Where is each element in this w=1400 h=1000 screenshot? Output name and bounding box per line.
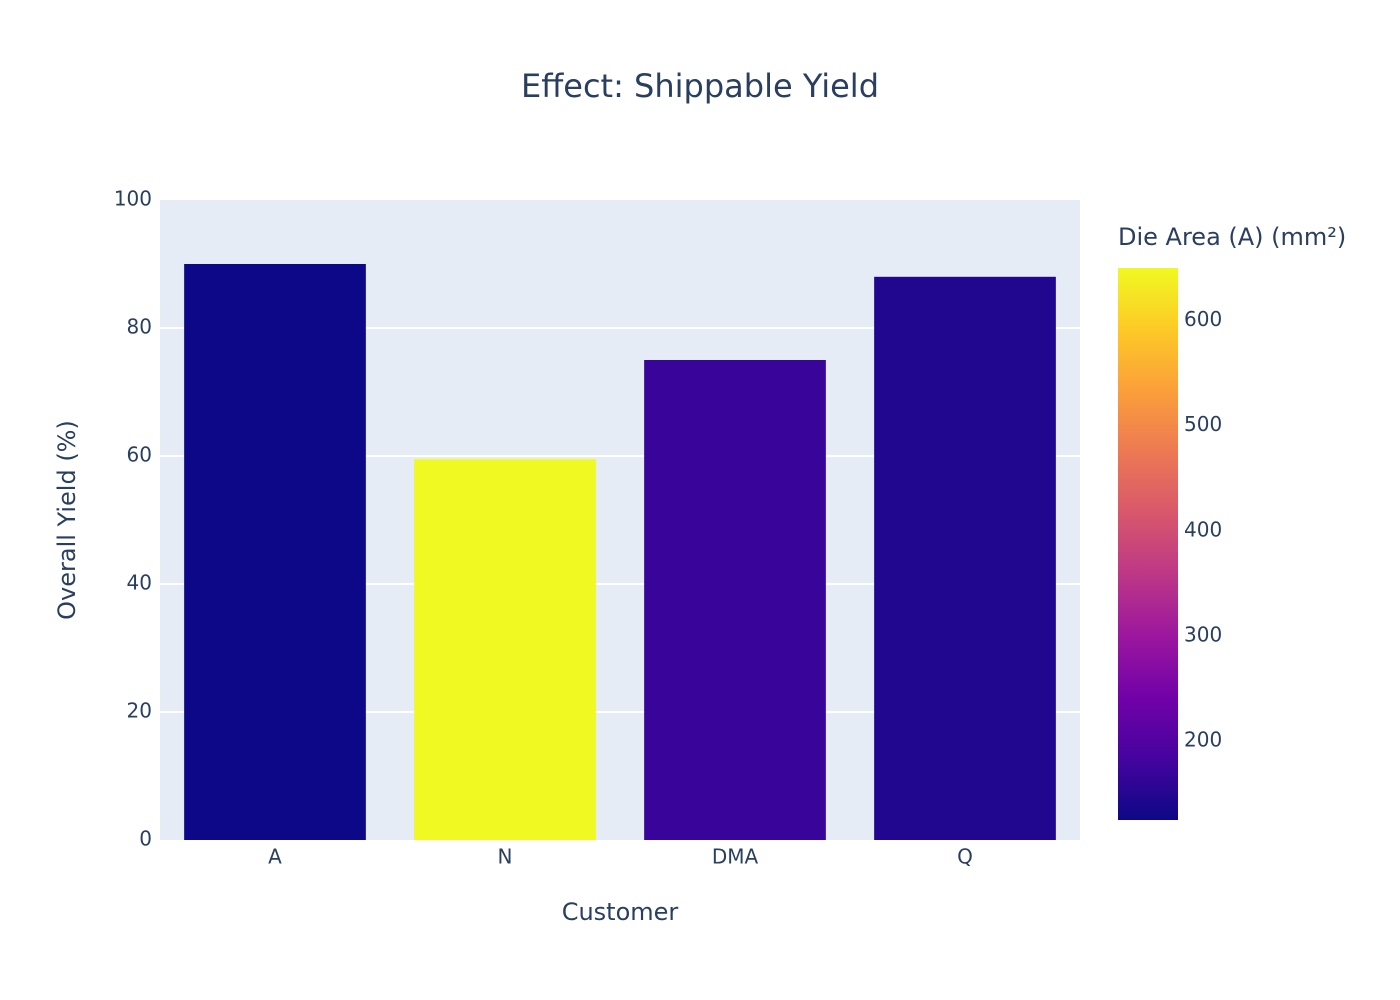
colorbar-tick-label: 400 xyxy=(1184,517,1222,541)
bar xyxy=(184,264,366,840)
colorbar-tick-label: 200 xyxy=(1184,728,1222,752)
x-tick-label: A xyxy=(268,845,282,869)
x-tick-label: DMA xyxy=(712,845,759,869)
y-tick-label: 40 xyxy=(127,571,152,595)
y-tick-label: 100 xyxy=(114,187,152,211)
x-axis-title: Customer xyxy=(562,898,679,926)
y-tick-label: 60 xyxy=(127,443,152,467)
bar xyxy=(414,459,596,840)
colorbar-tick-label: 500 xyxy=(1184,412,1222,436)
chart-title: Effect: Shippable Yield xyxy=(521,67,879,105)
x-tick-label: Q xyxy=(957,845,973,869)
colorbar-tick-label: 600 xyxy=(1184,307,1222,331)
y-tick-label: 80 xyxy=(127,315,152,339)
colorbar-tick-label: 300 xyxy=(1184,623,1222,647)
bar xyxy=(874,276,1056,840)
colorbar-title: Die Area (A) (mm²) xyxy=(1118,223,1346,251)
x-tick-label: N xyxy=(498,845,513,869)
y-tick-label: 0 xyxy=(139,827,152,851)
bar xyxy=(644,360,826,840)
y-axis-title: Overall Yield (%) xyxy=(53,420,81,620)
y-tick-label: 20 xyxy=(127,699,152,723)
colorbar xyxy=(1118,268,1178,820)
